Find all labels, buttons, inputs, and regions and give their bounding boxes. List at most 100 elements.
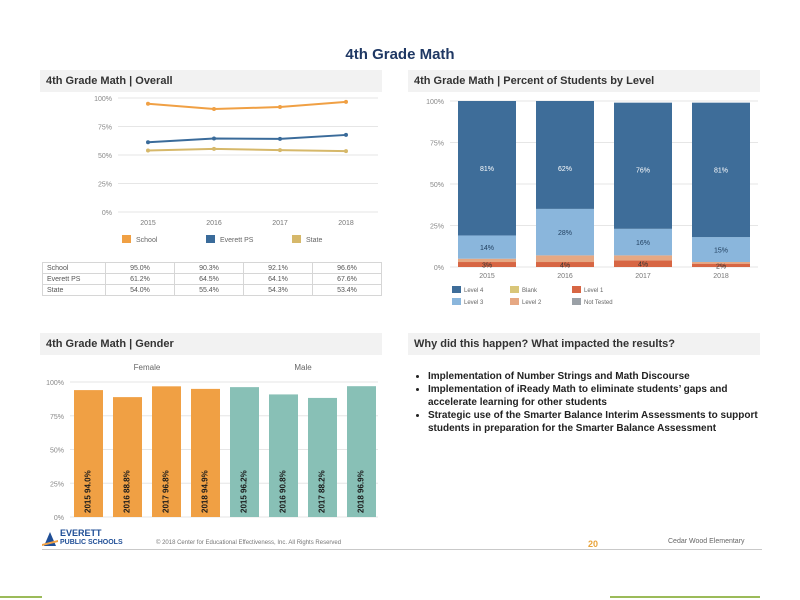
- table-cell: 64.1%: [243, 273, 313, 285]
- gender-bar: [230, 387, 259, 517]
- bar-label: 2018 94.9%: [201, 470, 210, 513]
- y-tick-label: 50%: [50, 448, 64, 455]
- bar-label: 2017 96.8%: [162, 470, 171, 513]
- gender-bar: [74, 390, 103, 517]
- data-label: 76%: [636, 168, 650, 175]
- data-point: [344, 99, 348, 104]
- x-tick-label: 2017: [272, 220, 288, 227]
- logo-mark-icon: [42, 532, 58, 546]
- bar-segment: [458, 235, 516, 259]
- bar-segment: [536, 262, 594, 267]
- gender-panel-header: 4th Grade Math | Gender: [40, 333, 382, 355]
- data-label: 4%: [560, 263, 570, 270]
- table-cell: 53.4%: [312, 284, 382, 296]
- data-point: [212, 136, 216, 141]
- series-line-0: [147, 100, 347, 111]
- bar-segment: [458, 101, 516, 236]
- row-label-school: School: [42, 262, 106, 274]
- table-cell: 92.1%: [243, 262, 313, 274]
- legend-label: Level 2: [522, 300, 542, 306]
- table-cell: 54.0%: [105, 284, 175, 296]
- x-tick-label: 2015: [140, 220, 156, 227]
- bar-segment: [692, 237, 750, 263]
- data-point: [278, 136, 282, 141]
- why-panel-header: Why did this happen? What impacted the r…: [408, 333, 760, 355]
- legend-label: Level 1: [584, 288, 604, 294]
- list-item: Implementation of iReady Math to elimina…: [428, 383, 778, 409]
- data-point: [146, 140, 150, 145]
- legend-swatch: [452, 286, 461, 293]
- y-tick-label: 100%: [426, 99, 444, 106]
- overall-table: School 95.0% 90.3% 92.1% 96.6% Everett P…: [42, 262, 382, 296]
- y-tick-label: 0%: [102, 210, 112, 217]
- table-cell: 96.6%: [312, 262, 382, 274]
- bar-segment: [536, 255, 594, 263]
- gender-bar: [113, 397, 142, 517]
- copyright-text: © 2018 Center for Educational Effectiven…: [156, 540, 342, 546]
- y-tick-label: 25%: [430, 224, 444, 231]
- group-label: Male: [294, 363, 312, 372]
- legend-swatch: [572, 286, 581, 293]
- x-tick-label: 2018: [713, 273, 729, 280]
- legend-swatch: [122, 235, 131, 243]
- page-title: 4th Grade Math: [345, 46, 455, 63]
- y-tick-label: 50%: [430, 182, 444, 189]
- list-item: Implementation of Number Strings and Mat…: [428, 370, 778, 383]
- x-tick-label: 2016: [557, 273, 573, 280]
- accent-bar: [610, 596, 760, 598]
- school-name: Cedar Wood Elementary: [668, 538, 745, 545]
- series-line-2: [147, 147, 347, 153]
- y-tick-label: 100%: [46, 380, 64, 387]
- x-tick-label: 2018: [338, 220, 354, 227]
- gender-bar: [152, 386, 181, 517]
- y-tick-label: 25%: [98, 182, 112, 189]
- y-tick-label: 0%: [434, 265, 444, 272]
- x-tick-label: 2016: [206, 220, 222, 227]
- legend-swatch: [572, 298, 581, 305]
- levels-panel-header: 4th Grade Math | Percent of Students by …: [408, 70, 760, 92]
- y-tick-label: 75%: [50, 414, 64, 421]
- table-row: State 54.0% 55.4% 54.3% 53.4%: [42, 284, 382, 296]
- data-label: 4%: [638, 262, 648, 269]
- bar-segment: [458, 258, 516, 263]
- overall-panel-header: 4th Grade Math | Overall: [40, 70, 382, 92]
- logo-subtext: PUBLIC SCHOOLS: [60, 539, 123, 546]
- legend-swatch: [452, 298, 461, 305]
- row-label-district: Everett PS: [42, 273, 106, 285]
- legend-label: Not Tested: [584, 300, 613, 306]
- x-tick-label: 2017: [635, 273, 651, 280]
- bar-label: 2015 96.2%: [240, 470, 249, 513]
- gender-bar: [308, 397, 337, 517]
- legend-label: Blank: [522, 288, 538, 294]
- footer-divider: [42, 549, 762, 550]
- bar-segment: [692, 262, 750, 264]
- data-point: [278, 105, 282, 110]
- data-label: 81%: [480, 166, 494, 173]
- legend-label: Everett PS: [220, 237, 254, 244]
- data-point: [146, 148, 150, 153]
- legend-label: Level 4: [464, 288, 484, 294]
- legend-swatch: [510, 286, 519, 293]
- bar-segment: [536, 208, 594, 256]
- accent-bar: [0, 596, 42, 598]
- data-point: [344, 149, 348, 154]
- impact-bullets: Implementation of Number Strings and Mat…: [414, 370, 778, 435]
- x-tick-label: 2015: [479, 273, 495, 280]
- bar-segment: [536, 101, 594, 209]
- bar-label: 2015 94.0%: [84, 470, 93, 513]
- y-tick-label: 0%: [54, 515, 64, 522]
- y-tick-label: 75%: [98, 125, 112, 132]
- y-tick-label: 50%: [98, 153, 112, 160]
- data-label: 2%: [716, 263, 726, 270]
- bar-label: 2016 90.8%: [279, 470, 288, 513]
- table-cell: 90.3%: [174, 262, 244, 274]
- legend-swatch: [510, 298, 519, 305]
- bar-label: 2017 88.2%: [318, 470, 327, 513]
- bar-segment: [614, 102, 672, 229]
- data-point: [344, 132, 348, 137]
- series-line-1: [147, 133, 347, 144]
- y-tick-label: 75%: [430, 141, 444, 148]
- bar-segment: [614, 260, 672, 267]
- row-label-state: State: [42, 284, 106, 296]
